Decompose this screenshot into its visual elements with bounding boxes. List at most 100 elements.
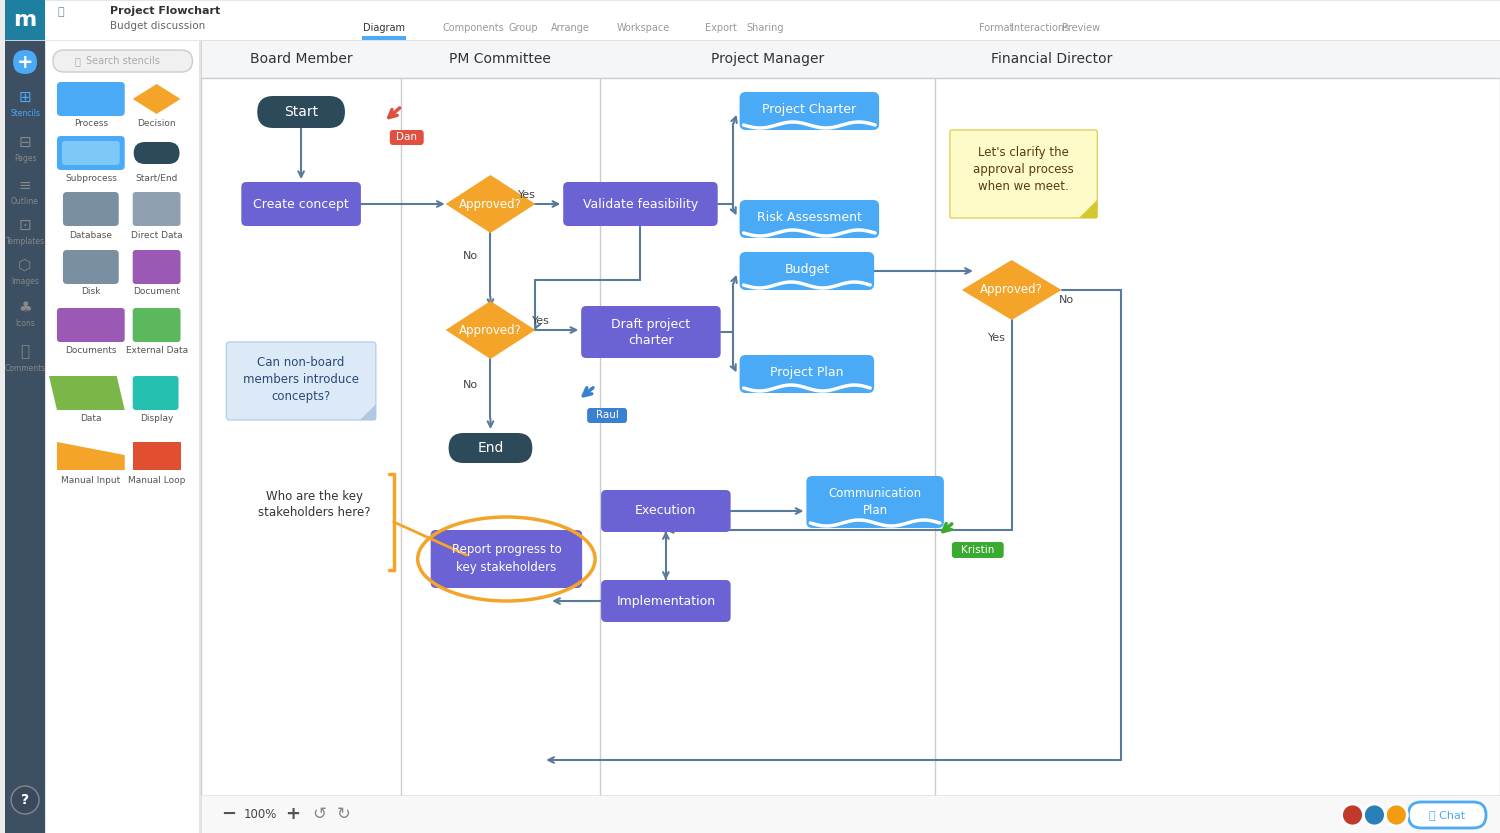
Text: Arrange: Arrange xyxy=(550,23,590,33)
Text: Images: Images xyxy=(10,277,39,286)
Text: Workspace: Workspace xyxy=(616,23,669,33)
Text: ⊞: ⊞ xyxy=(18,89,32,104)
Text: Icons: Icons xyxy=(15,318,34,327)
Text: charter: charter xyxy=(628,333,674,347)
Text: ≡: ≡ xyxy=(18,177,32,192)
Text: ⬡: ⬡ xyxy=(18,257,32,272)
Bar xyxy=(201,40,1500,833)
Circle shape xyxy=(1364,804,1386,826)
FancyBboxPatch shape xyxy=(132,308,180,342)
FancyBboxPatch shape xyxy=(740,355,874,393)
Polygon shape xyxy=(360,404,376,420)
Text: stakeholders here?: stakeholders here? xyxy=(258,506,370,518)
Text: Start/End: Start/End xyxy=(135,173,178,182)
Text: Documents: Documents xyxy=(64,346,117,355)
Polygon shape xyxy=(962,260,1062,320)
Text: No: No xyxy=(1059,295,1074,305)
FancyBboxPatch shape xyxy=(390,130,423,145)
FancyBboxPatch shape xyxy=(562,182,717,226)
Text: Communication: Communication xyxy=(828,486,921,500)
FancyBboxPatch shape xyxy=(13,50,38,74)
Text: ⊡: ⊡ xyxy=(18,217,32,232)
FancyBboxPatch shape xyxy=(63,250,118,284)
Text: Search stencils: Search stencils xyxy=(86,56,159,66)
Text: m: m xyxy=(13,10,36,30)
FancyBboxPatch shape xyxy=(430,530,582,588)
Text: Yes: Yes xyxy=(988,333,1005,343)
Text: Sharing: Sharing xyxy=(747,23,784,33)
Polygon shape xyxy=(132,442,180,470)
Bar xyxy=(45,40,200,833)
Text: Process: Process xyxy=(74,118,108,127)
Text: Decision: Decision xyxy=(138,118,176,127)
Text: Comments: Comments xyxy=(4,363,45,372)
Polygon shape xyxy=(1080,200,1098,218)
Text: External Data: External Data xyxy=(126,346,188,355)
FancyBboxPatch shape xyxy=(226,342,376,420)
Text: 100%: 100% xyxy=(243,807,278,821)
Text: Approved?: Approved? xyxy=(980,283,1042,297)
Text: Let's clarify the: Let's clarify the xyxy=(978,146,1070,158)
Text: Project Flowchart: Project Flowchart xyxy=(110,6,220,16)
FancyBboxPatch shape xyxy=(1408,802,1486,828)
FancyBboxPatch shape xyxy=(602,580,730,622)
Text: Implementation: Implementation xyxy=(616,595,716,607)
FancyBboxPatch shape xyxy=(132,192,180,226)
Text: Approved?: Approved? xyxy=(459,197,522,211)
FancyBboxPatch shape xyxy=(950,130,1098,218)
Text: Validate feasibility: Validate feasibility xyxy=(584,197,698,211)
FancyBboxPatch shape xyxy=(448,433,532,463)
Text: +: + xyxy=(285,805,300,823)
FancyBboxPatch shape xyxy=(134,142,180,164)
FancyBboxPatch shape xyxy=(807,476,944,528)
Text: Project Manager: Project Manager xyxy=(711,52,824,66)
FancyBboxPatch shape xyxy=(53,50,192,72)
Polygon shape xyxy=(50,376,124,410)
Text: Start: Start xyxy=(284,105,318,119)
Text: Direct Data: Direct Data xyxy=(130,231,183,240)
Text: Who are the key: Who are the key xyxy=(266,490,363,502)
Text: Diagram: Diagram xyxy=(363,23,405,33)
Text: ⊟: ⊟ xyxy=(18,134,32,149)
FancyBboxPatch shape xyxy=(602,490,730,532)
Text: Approved?: Approved? xyxy=(459,323,522,337)
FancyBboxPatch shape xyxy=(580,306,720,358)
Text: Create concept: Create concept xyxy=(254,197,350,211)
Text: Disk: Disk xyxy=(81,287,100,297)
Text: members introduce: members introduce xyxy=(243,372,358,386)
Text: ♣: ♣ xyxy=(18,300,32,315)
Polygon shape xyxy=(132,84,180,114)
Polygon shape xyxy=(446,301,536,359)
Text: Execution: Execution xyxy=(634,505,696,517)
Text: Can non-board: Can non-board xyxy=(258,356,345,368)
Text: key stakeholders: key stakeholders xyxy=(456,561,556,575)
Bar xyxy=(201,795,1500,833)
Text: 💬 Chat: 💬 Chat xyxy=(1430,810,1466,820)
FancyBboxPatch shape xyxy=(132,376,178,410)
Text: Risk Assessment: Risk Assessment xyxy=(758,211,862,223)
Text: Templates: Templates xyxy=(6,237,45,246)
Bar xyxy=(201,40,1500,78)
Text: Dan: Dan xyxy=(396,132,417,142)
Text: Group: Group xyxy=(509,23,538,33)
Circle shape xyxy=(10,786,39,814)
Text: Project Charter: Project Charter xyxy=(762,102,856,116)
Circle shape xyxy=(1341,804,1364,826)
Bar xyxy=(4,40,45,833)
FancyBboxPatch shape xyxy=(242,182,362,226)
Text: Budget: Budget xyxy=(784,262,830,276)
FancyBboxPatch shape xyxy=(258,96,345,128)
Bar xyxy=(4,0,1500,40)
Text: Yes: Yes xyxy=(519,190,537,200)
FancyBboxPatch shape xyxy=(740,252,874,290)
Text: Report progress to: Report progress to xyxy=(452,543,561,556)
FancyBboxPatch shape xyxy=(740,92,879,130)
Text: −: − xyxy=(220,805,236,823)
Text: approval process: approval process xyxy=(974,162,1074,176)
Text: No: No xyxy=(464,380,478,390)
FancyBboxPatch shape xyxy=(132,250,180,284)
FancyBboxPatch shape xyxy=(740,200,879,238)
Text: Format: Format xyxy=(978,23,1012,33)
Text: ↺: ↺ xyxy=(312,805,326,823)
Text: 💬: 💬 xyxy=(21,345,30,360)
